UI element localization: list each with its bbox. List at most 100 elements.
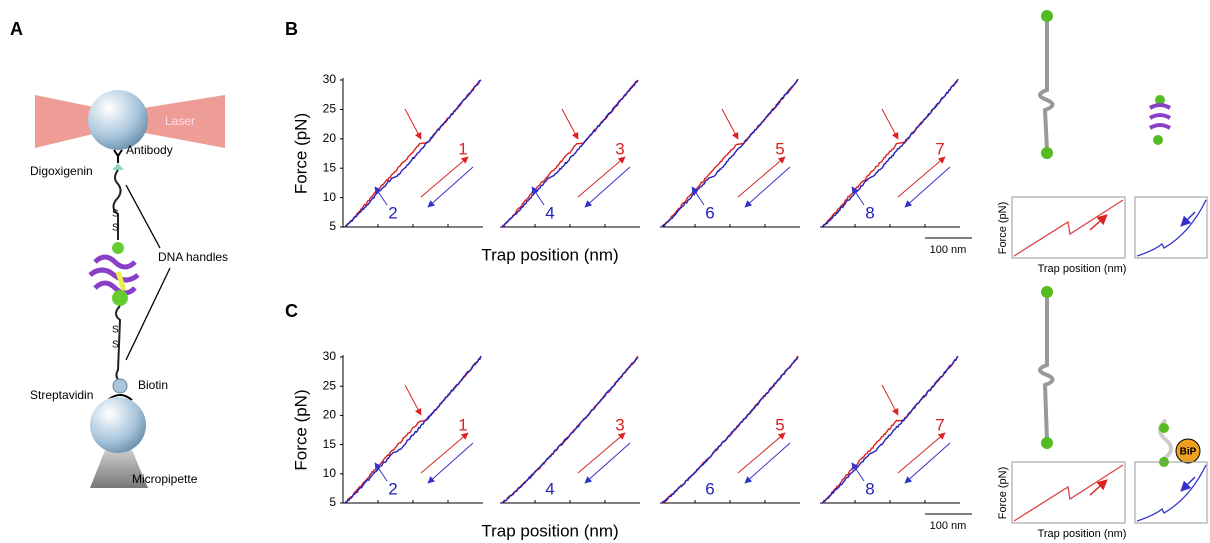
- bead: [88, 90, 148, 150]
- arrow: [881, 108, 899, 140]
- refold-label: 6: [705, 479, 714, 498]
- y-tick-label: 10: [323, 466, 337, 480]
- label: BiP: [1180, 447, 1197, 458]
- panel-label: C: [285, 301, 298, 321]
- arrow: [897, 432, 946, 474]
- arrow: [561, 108, 579, 140]
- inset-trace: [1136, 199, 1207, 257]
- arrow: [737, 432, 786, 474]
- arrow: [420, 156, 469, 198]
- insets: BiP: [1038, 10, 1201, 467]
- y-tick-label: 20: [323, 408, 337, 422]
- arrow: [1180, 211, 1196, 227]
- linker-ball: [112, 290, 128, 306]
- refold-label: 4: [545, 203, 554, 222]
- arrow: [851, 186, 865, 206]
- refold-label: 2: [388, 479, 397, 498]
- inset-trace: [1013, 199, 1124, 257]
- inset-frame: [1134, 196, 1208, 259]
- inset-y-label: Force (pN): [997, 467, 1009, 520]
- arrow: [897, 156, 946, 198]
- arrow: [427, 442, 474, 484]
- panel-label: B: [285, 19, 298, 39]
- label: Biotin: [138, 378, 168, 392]
- y-tick-label: 15: [323, 160, 337, 174]
- biotin: [112, 378, 128, 394]
- y-tick-label: 25: [323, 102, 337, 116]
- arrow: [427, 166, 474, 208]
- panel-label: A: [10, 19, 23, 39]
- refold-label: 6: [705, 203, 714, 222]
- unfold-label: 3: [615, 139, 624, 158]
- unfold-label: 3: [615, 415, 624, 434]
- arrow: [881, 384, 899, 416]
- inset-y-label: Force (pN): [997, 202, 1009, 255]
- arrow: [374, 186, 388, 206]
- pointer: [125, 267, 171, 361]
- unfold-label: 1: [458, 415, 467, 434]
- bead: [90, 397, 146, 453]
- arrow: [904, 442, 951, 484]
- protein: [115, 271, 127, 291]
- unfold-label: 7: [935, 139, 944, 158]
- antibody: [113, 149, 123, 163]
- dna-handle: [112, 169, 122, 240]
- arrow: [420, 432, 469, 474]
- digoxigenin: [112, 163, 124, 170]
- label: Antibody: [126, 143, 173, 157]
- label: Digoxigenin: [30, 164, 93, 178]
- inset-trace: [1013, 464, 1124, 522]
- arrow: [1089, 479, 1108, 496]
- inset-x-label: Trap position (nm): [1038, 263, 1127, 275]
- refold-label: 4: [545, 479, 554, 498]
- trace: [661, 78, 799, 227]
- y-tick-label: 25: [323, 378, 337, 392]
- inset-x-label: Trap position (nm): [1038, 528, 1127, 540]
- inset-frame: [1134, 461, 1208, 524]
- y-tick-label: 20: [323, 131, 337, 145]
- x-axis-label: Trap position (nm): [481, 521, 618, 540]
- y-tick-label: 15: [323, 437, 337, 451]
- arrow: [904, 166, 951, 208]
- trace: [344, 355, 482, 504]
- y-axis-label: Force (pN): [291, 113, 310, 194]
- arrow: [737, 156, 786, 198]
- arrow: [531, 186, 545, 206]
- y-tick-label: 5: [329, 219, 336, 233]
- arrow: [1180, 476, 1196, 492]
- label: Laser: [165, 114, 195, 128]
- label: Micropipette: [132, 472, 198, 486]
- refold-label: 2: [388, 203, 397, 222]
- arrow: [1089, 214, 1108, 231]
- schematic: Laser Antibody Digoxigenin S S S S DNA h…: [30, 90, 228, 488]
- arrow: [721, 108, 739, 140]
- arrow: [744, 442, 791, 484]
- label: Streptavidin: [30, 388, 93, 402]
- label: S: [112, 223, 119, 234]
- y-tick-label: 30: [323, 349, 337, 363]
- arrow: [577, 432, 626, 474]
- arrow: [584, 166, 631, 208]
- arrow: [404, 384, 422, 416]
- arrow: [584, 442, 631, 484]
- refold-label: 8: [865, 203, 874, 222]
- y-tick-label: 10: [323, 190, 337, 204]
- unfold-label: 1: [458, 139, 467, 158]
- trace: [821, 355, 959, 505]
- molecule: BiP: [1038, 286, 1201, 467]
- trace: [821, 78, 959, 229]
- label: S: [112, 209, 119, 220]
- refold-label: 8: [865, 479, 874, 498]
- arrow: [744, 166, 791, 208]
- arrow: [374, 462, 388, 482]
- arrow: [851, 462, 865, 482]
- scale-bar-label: 100 nm: [930, 520, 967, 532]
- x-axis-label: Trap position (nm): [481, 245, 618, 264]
- inset-frame: [1011, 461, 1126, 524]
- scale-bar-label: 100 nm: [930, 244, 967, 256]
- trace: [501, 357, 639, 504]
- linker-ball: [112, 242, 124, 254]
- label: DNA handles: [158, 250, 228, 264]
- y-tick-label: 5: [329, 495, 336, 509]
- inset-trace: [1136, 464, 1207, 522]
